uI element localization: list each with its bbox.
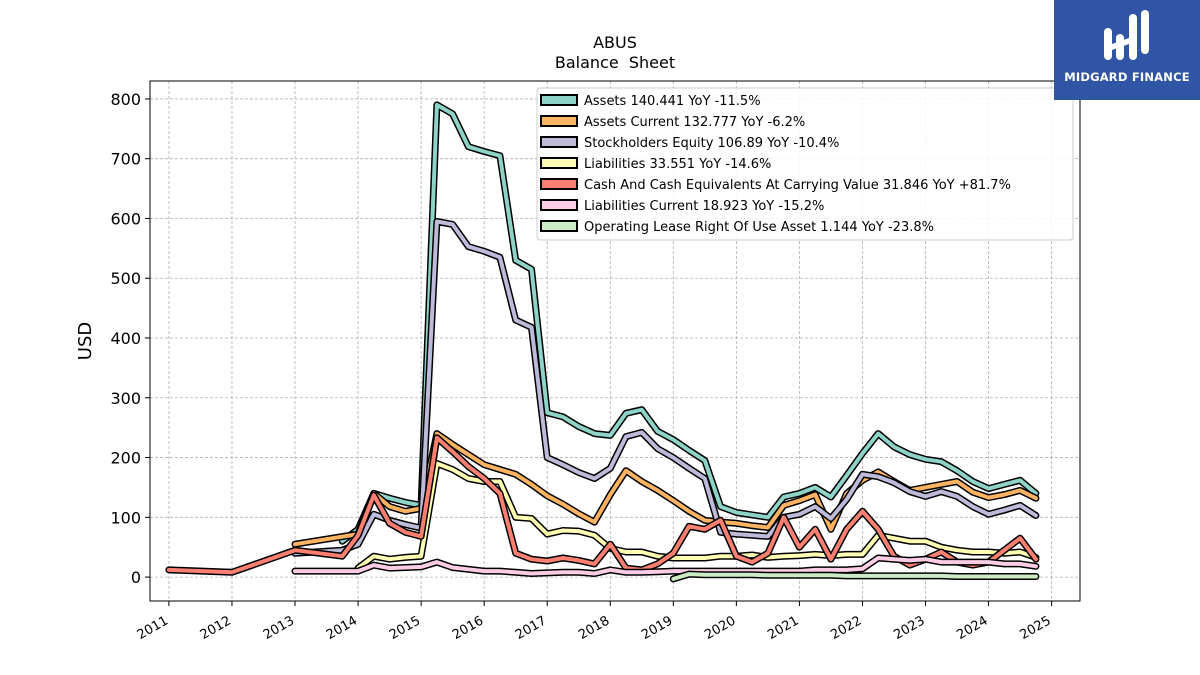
x-tick-label: 2014 [324,613,360,643]
legend-swatch [540,136,578,148]
y-tick-label: 600 [110,209,141,228]
series-line [356,461,1038,571]
y-tick-label: 500 [110,269,141,288]
legend-swatch [540,199,578,211]
series-line [340,102,1038,544]
series-lines [165,101,1040,583]
x-tick-label: 2021 [765,613,801,643]
y-tick-label: 400 [110,329,141,348]
legend-box [536,87,1074,241]
legend-swatch [540,157,578,169]
x-tick-label: 2016 [450,613,486,643]
midgard-logo-icon [1104,10,1149,60]
x-tick-label: 2011 [135,613,171,643]
y-tick-label: 200 [110,449,141,468]
legend-label: Assets Current 132.777 YoY -6.2% [584,115,805,130]
legend-swatch [540,178,578,190]
y-tick-label: 0 [131,568,141,587]
plot-frame [149,80,1081,602]
legend-swatch [540,220,578,232]
legend-label: Cash And Cash Equivalents At Carrying Va… [584,178,1011,193]
x-tick-label: 2019 [639,613,675,643]
midgard-logo: MIDGARD FINANCE [1054,0,1200,100]
x-tick-label: 2022 [828,613,864,643]
x-tick-label: 2012 [198,613,234,643]
x-tick-label: 2013 [261,613,297,643]
x-tick-label: 2015 [387,613,423,643]
y-tick-label: 700 [110,150,141,169]
brand-name: MIDGARD FINANCE [1064,70,1190,84]
x-tick-label: 2018 [576,613,612,643]
y-tick-label: 100 [110,508,141,527]
y-tick-label: 800 [110,90,141,109]
x-tick-label: 2024 [954,613,990,643]
legend-label: Assets 140.441 YoY -11.5% [584,94,761,109]
chart-subtitle: Balance Sheet [555,53,675,72]
chart-title: ABUS [593,33,637,52]
series-line [671,572,1038,581]
series-line [293,431,1038,547]
x-tick-label: 2020 [702,613,738,643]
y-axis-label: USD [75,322,96,360]
x-tick-label: 2017 [513,613,549,643]
legend-label: Operating Lease Right Of Use Asset 1.144… [584,220,934,235]
x-tick-label: 2025 [1017,613,1053,643]
legend-swatch [540,115,578,127]
legend: Assets 140.441 YoY -11.5% Assets Current … [536,87,1074,241]
legend-swatch [540,94,578,106]
y-tick-label: 300 [110,389,141,408]
series-line [293,219,1038,556]
legend-label: Liabilities Current 18.923 YoY -15.2% [584,199,824,214]
series-line [166,435,1038,575]
legend-label: Stockholders Equity 106.89 YoY -10.4% [584,136,839,151]
x-tick-label: 2023 [891,613,927,643]
legend-label: Liabilities 33.551 YoY -14.6% [584,157,771,172]
